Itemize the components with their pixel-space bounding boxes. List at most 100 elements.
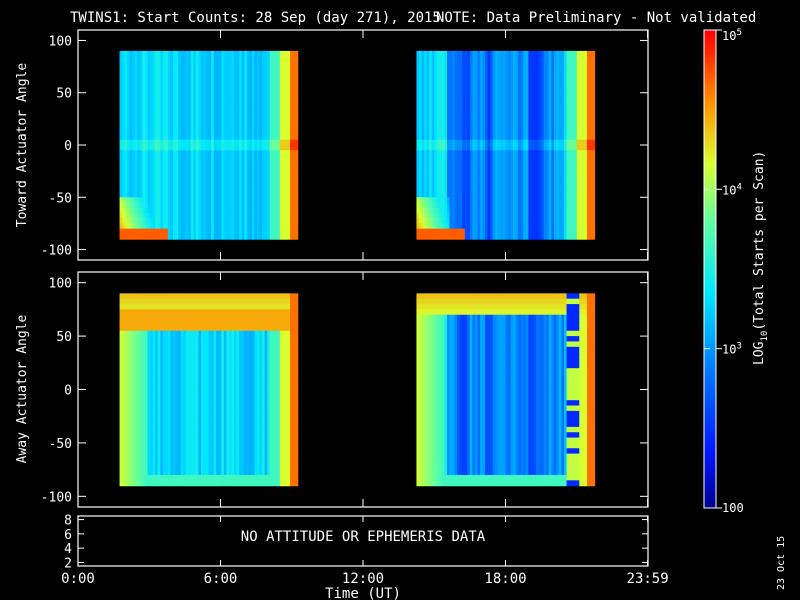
toward-heat-cell	[228, 87, 233, 94]
toward-heat-cell	[579, 124, 583, 130]
toward-heat-cell	[157, 223, 161, 230]
toward-heat-cell	[244, 176, 248, 183]
toward-heat-cell	[185, 150, 189, 157]
toward-heat-cell	[543, 186, 547, 193]
toward-heat-cell	[259, 66, 263, 73]
toward-heat-cell	[180, 77, 184, 83]
toward-heat-cell	[165, 218, 169, 225]
toward-heat-cell	[492, 66, 496, 73]
toward-heat-cell	[256, 197, 261, 204]
toward-heat-cell	[424, 139, 428, 146]
toward-heat-cell	[259, 77, 263, 83]
toward-heat-cell	[267, 155, 271, 162]
toward-heat-cell	[180, 212, 184, 219]
toward-heat-cell	[167, 134, 172, 141]
toward-heat-cell	[464, 160, 468, 167]
toward-heat-cell	[467, 103, 471, 110]
toward-heat-cell	[290, 197, 294, 204]
toward-heat-cell	[277, 160, 281, 167]
toward-heat-cell	[193, 124, 197, 130]
toward-heat-cell	[223, 197, 228, 204]
toward-heat-cell	[206, 228, 210, 235]
toward-heat-cell	[193, 228, 197, 235]
toward-heat-cell	[231, 160, 235, 167]
toward-heat-cell	[142, 218, 146, 225]
toward-heat-cell	[279, 108, 284, 115]
toward-heat-cell	[213, 218, 217, 225]
toward-heat-cell	[155, 176, 159, 183]
toward-heat-cell	[262, 50, 266, 57]
toward-heat-cell	[546, 171, 550, 177]
toward-heat-cell	[416, 186, 420, 193]
toward-heat-cell	[561, 202, 565, 209]
toward-heat-cell	[190, 165, 194, 172]
toward-heat-cell	[518, 176, 522, 183]
toward-heat-cell	[279, 56, 284, 62]
toward-heat-cell	[226, 124, 230, 130]
toward-heat-cell	[277, 228, 281, 235]
toward-heat-cell	[165, 118, 169, 125]
toward-heat-cell	[518, 77, 522, 83]
toward-heat-cell	[492, 212, 496, 219]
toward-heat-cell	[211, 160, 215, 167]
toward-heat-cell	[234, 223, 238, 230]
toward-heat-cell	[574, 134, 578, 141]
toward-heat-cell	[264, 181, 268, 188]
toward-heat-cell	[284, 186, 289, 193]
toward-heat-cell	[536, 160, 540, 167]
toward-heat-cell	[439, 50, 443, 57]
toward-heat-cell	[190, 218, 194, 225]
toward-heat-cell	[462, 87, 466, 94]
toward-heat-cell	[282, 61, 286, 68]
toward-heat-cell	[543, 87, 547, 94]
toward-heat-cell	[467, 160, 471, 167]
toward-heat-cell	[459, 124, 463, 130]
toward-heat-cell	[586, 50, 591, 57]
toward-heat-cell	[564, 113, 568, 120]
toward-heat-cell	[264, 155, 268, 162]
toward-heat-cell	[272, 139, 276, 146]
toward-heat-cell	[553, 124, 557, 130]
toward-heat-cell	[492, 160, 496, 167]
toward-heat-cell	[457, 66, 461, 73]
toward-heat-cell	[538, 207, 542, 214]
toward-heat-cell	[434, 103, 438, 110]
toward-heat-cell	[254, 61, 258, 68]
toward-heat-cell	[279, 118, 284, 125]
toward-heat-cell	[267, 181, 271, 188]
toward-heat-cell	[566, 155, 570, 162]
toward-heat-cell	[553, 82, 557, 89]
toward-heat-cell	[546, 207, 550, 214]
toward-heat-cell	[226, 160, 230, 167]
toward-heat-cell	[188, 56, 192, 62]
toward-heat-cell	[518, 197, 522, 204]
toward-heat-cell	[416, 71, 420, 78]
toward-heat-cell	[515, 118, 519, 125]
toward-heat-cell	[152, 145, 156, 151]
toward-heat-cell	[284, 108, 289, 115]
toward-heat-cell	[249, 77, 253, 83]
toward-heat-cell	[134, 124, 138, 130]
toward-heat-cell	[464, 192, 468, 198]
toward-heat-cell	[279, 171, 284, 177]
toward-heat-cell	[183, 56, 187, 62]
toward-heat-cell	[536, 145, 540, 151]
toward-heat-cell	[185, 56, 189, 62]
toward-heat-cell	[446, 150, 451, 157]
toward-heat-cell	[129, 186, 133, 193]
toward-heat-cell	[223, 124, 228, 130]
toward-heat-cell	[543, 103, 547, 110]
toward-heat-cell	[188, 97, 192, 104]
toward-heat-cell	[203, 113, 207, 120]
toward-heat-cell	[218, 181, 222, 188]
toward-heat-cell	[234, 108, 238, 115]
toward-heat-cell	[170, 71, 174, 78]
toward-heat-cell	[546, 186, 550, 193]
toward-heat-cell	[418, 186, 423, 193]
toward-heat-cell	[234, 218, 238, 225]
toward-heat-cell	[581, 160, 585, 167]
toward-heat-cell	[553, 228, 557, 235]
toward-heat-cell	[541, 61, 545, 68]
toward-heat-cell	[167, 77, 172, 83]
toward-heat-cell	[226, 228, 230, 235]
